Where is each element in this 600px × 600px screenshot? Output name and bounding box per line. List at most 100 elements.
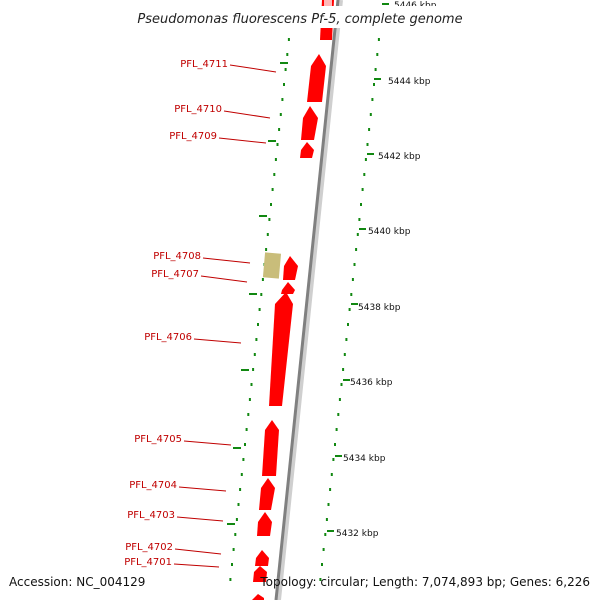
outer-tick-mark [364, 158, 367, 161]
outer-tick-mark [319, 578, 322, 581]
inner-tick-mark [283, 83, 285, 86]
coordinate-label: 5444 kbp [388, 77, 431, 87]
gene-label-pfl-4708[interactable]: PFL_4708 [153, 251, 201, 262]
inner-tick-mark [237, 503, 240, 506]
coordinate-label: 5432 kbp [336, 529, 379, 539]
inner-tick-mark [273, 173, 276, 176]
gene-labels: PFL_4711 PFL_4710 PFL_4709 PFL_4708 PFL_… [124, 59, 228, 568]
outer-tick-mark [371, 98, 374, 101]
inner-tick-mark [265, 248, 268, 251]
outer-tick-mark [356, 233, 359, 236]
outer-tick-mark [327, 503, 330, 506]
leader-pfl-4709 [218, 137, 267, 144]
outer-tick-mark [345, 338, 348, 341]
inner-tick-mark [244, 443, 246, 446]
inner-tick-mark [234, 533, 237, 536]
outer-tick-mark [368, 128, 371, 131]
outer-tick-mark [330, 473, 333, 476]
inner-tick-mark [235, 518, 238, 521]
gene-label-pfl-4709[interactable]: PFL_4709 [169, 131, 217, 142]
leader-pfl-4702 [174, 548, 222, 555]
inner-tick-mark [260, 293, 263, 296]
gene-label-pfl-4706[interactable]: PFL_4706 [144, 332, 192, 343]
coordinate-label: 5440 kbp [368, 227, 411, 237]
inner-tick-mark [286, 53, 289, 56]
outer-tick-mark [335, 428, 338, 431]
gene-label-pfl-4705[interactable]: PFL_4705 [134, 434, 182, 445]
outer-tick-mark [366, 143, 369, 146]
leader-pfl-4703 [176, 516, 224, 522]
coordinate-labels: 5446 kbp 5444 kbp 5442 kbp 5440 kbp 5438… [336, 1, 437, 539]
gene-label-pfl-4704[interactable]: PFL_4704 [129, 480, 177, 491]
inner-tick-mark [245, 428, 248, 431]
gene-feature-pfl-4710[interactable] [301, 106, 318, 140]
gene-label-pfl-4701[interactable]: PFL_4701 [124, 557, 172, 568]
outer-tick-mark [329, 488, 332, 491]
inner-tick-mark [257, 323, 259, 326]
outer-tick-mark [351, 278, 354, 281]
leader-pfl-4705 [183, 440, 232, 446]
inner-tick-mark [276, 143, 279, 146]
outer-tick-mark [358, 218, 361, 221]
coordinate-label: 5434 kbp [343, 454, 386, 464]
gene-label-pfl-4710[interactable]: PFL_4710 [174, 104, 222, 115]
outer-tick-mark [325, 518, 328, 521]
outer-tick-mark [373, 83, 375, 86]
gene-label-pfl-4703[interactable]: PFL_4703 [127, 510, 175, 521]
outer-tick-mark [361, 188, 364, 191]
outer-tick-mark [353, 263, 356, 266]
gene-feature-pfl-4711[interactable] [307, 54, 326, 102]
outer-tick-mark [363, 173, 366, 176]
inner-tick-mark [250, 383, 253, 386]
leader-pfl-4708 [202, 257, 251, 264]
gene-feature-pfl-4709[interactable] [300, 142, 314, 158]
coordinate-label: 5442 kbp [378, 152, 421, 162]
gene-label-pfl-4711[interactable]: PFL_4711 [180, 59, 228, 70]
gene-feature-bottom[interactable] [252, 594, 264, 600]
leader-pfl-4711 [229, 64, 277, 73]
gene-feature-pfl-4708[interactable] [262, 252, 282, 279]
title-background [120, 6, 480, 28]
outer-tick-mark [355, 248, 358, 251]
inner-tick-mark [242, 458, 245, 461]
gene-feature-pfl-4702[interactable] [255, 550, 269, 566]
outer-tick-mark [332, 458, 335, 461]
inner-tick-mark [274, 158, 277, 161]
genome-backbone [274, 0, 340, 600]
outer-tick-mark [374, 68, 377, 71]
gene-feature-pfl-4707b[interactable] [281, 282, 295, 294]
gene-feature-pfl-4707[interactable] [283, 256, 298, 280]
leader-pfl-4707 [200, 275, 248, 283]
inner-tick-mark [253, 353, 256, 356]
gene-label-pfl-4707[interactable]: PFL_4707 [151, 269, 199, 280]
gene-track [252, 0, 334, 600]
inner-tick-mark [258, 308, 261, 311]
gene-feature-pfl-4704[interactable] [259, 478, 275, 510]
outer-tick-mark [343, 353, 346, 356]
gene-label-pfl-4702[interactable]: PFL_4702 [125, 542, 173, 553]
outer-tick-mark [347, 323, 349, 326]
gene-label-leaders [173, 64, 277, 568]
inner-tick-mark [229, 578, 232, 581]
outer-tick-mark [348, 308, 351, 311]
accession-info: Accession: NC_004129 [9, 575, 146, 589]
gene-feature-pfl-4706[interactable] [269, 292, 293, 406]
inner-tick-mark [278, 128, 281, 131]
outer-tick-mark [369, 113, 372, 116]
inner-tick-mark [270, 203, 272, 206]
inner-tick-mark [284, 68, 287, 71]
inner-tick-mark [231, 563, 233, 566]
inner-tick-mark [248, 398, 251, 401]
outer-tick-mark [340, 383, 343, 386]
outer-tick-mark [350, 293, 353, 296]
leader-pfl-4710 [223, 110, 271, 119]
gene-feature-pfl-4705[interactable] [262, 420, 279, 476]
gene-feature-pfl-4703[interactable] [257, 512, 272, 536]
leader-pfl-4701 [173, 563, 220, 568]
inner-tick-mark [232, 548, 235, 551]
inner-tick-mark [240, 473, 243, 476]
coordinate-label: 5438 kbp [358, 303, 401, 313]
gene-feature-pfl-4701[interactable] [253, 566, 267, 582]
